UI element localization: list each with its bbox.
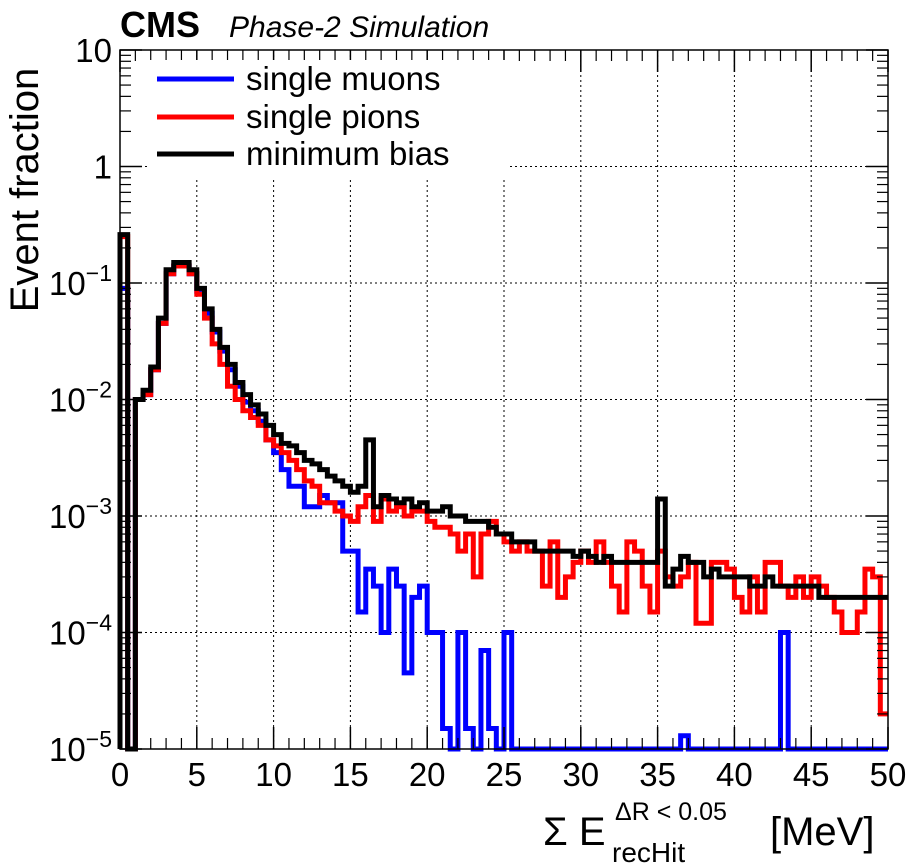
x-tick-labels: 0 5 10 15 20 25 30 35 40 45 50 bbox=[111, 756, 907, 793]
x-tick-label: 15 bbox=[332, 756, 369, 793]
x-tick-label: 0 bbox=[111, 756, 129, 793]
y-tick-label: 10−3 bbox=[49, 493, 112, 535]
legend-label-single-pions: single pions bbox=[246, 98, 420, 135]
y-tick-labels: 10−5 10−4 10−3 10−2 10−1 1 10 bbox=[49, 32, 112, 768]
x-axis-title-superscript: ΔR < 0.05 bbox=[615, 798, 727, 826]
x-tick-label: 50 bbox=[870, 756, 907, 793]
y-axis-title: Event fraction bbox=[3, 68, 47, 313]
x-tick-label: 30 bbox=[562, 756, 599, 793]
header-cms: CMS bbox=[120, 4, 200, 45]
y-tick-label: 10−4 bbox=[49, 610, 112, 652]
x-tick-label: 40 bbox=[716, 756, 753, 793]
legend: single muons single pions minimum bias bbox=[150, 60, 510, 180]
x-tick-label: 5 bbox=[188, 756, 206, 793]
series-line-minimum-bias bbox=[117, 232, 888, 752]
y-tick-label: 10−1 bbox=[49, 260, 112, 302]
x-axis-title-prefix: Σ E bbox=[543, 810, 606, 854]
x-axis-title-subscript: recHit bbox=[612, 837, 685, 865]
x-tick-label: 35 bbox=[639, 756, 676, 793]
x-tick-label: 20 bbox=[409, 756, 446, 793]
y-tick-label: 10 bbox=[75, 32, 112, 69]
x-axis-title-unit: [MeV] bbox=[770, 810, 874, 854]
x-tick-label: 25 bbox=[486, 756, 523, 793]
y-tick-label: 10−5 bbox=[49, 726, 112, 768]
series-line-single-muons bbox=[117, 263, 888, 752]
x-tick-label: 10 bbox=[255, 756, 292, 793]
x-tick-label: 45 bbox=[793, 756, 830, 793]
legend-label-single-muons: single muons bbox=[246, 60, 440, 97]
y-tick-label: 10−2 bbox=[49, 377, 112, 419]
legend-label-minimum-bias: minimum bias bbox=[246, 135, 450, 172]
header-subtitle: Phase-2 Simulation bbox=[229, 11, 489, 44]
x-axis-title: Σ E ΔR < 0.05 recHit [MeV] bbox=[543, 798, 874, 865]
y-tick-label: 1 bbox=[94, 149, 112, 186]
plot-frame bbox=[119, 49, 889, 750]
